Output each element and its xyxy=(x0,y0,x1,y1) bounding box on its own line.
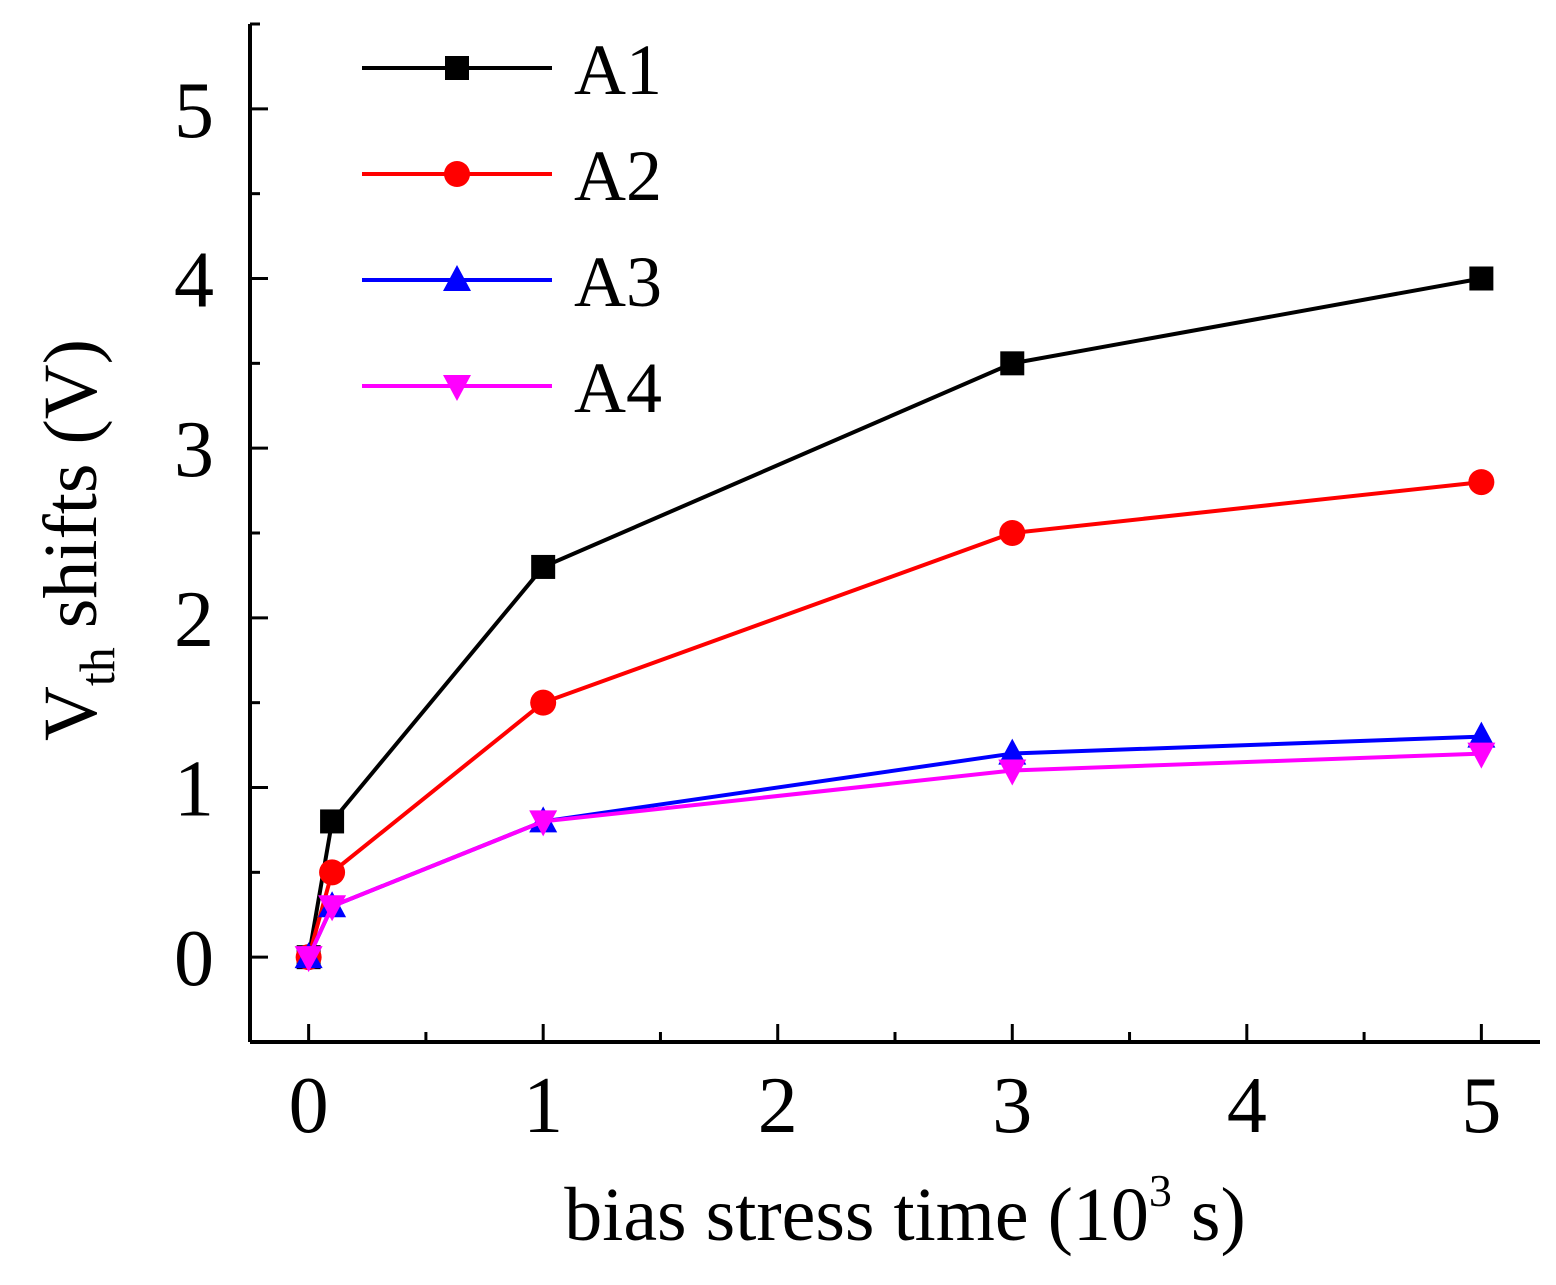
legend-marker-a4 xyxy=(443,375,471,401)
series-a1 xyxy=(296,266,1494,970)
data-point-a1 xyxy=(1469,266,1494,291)
legend-item-a1: A1 xyxy=(362,30,662,110)
legend-marker-a3 xyxy=(443,265,471,291)
x-tick-label: 5 xyxy=(1461,1062,1501,1150)
y-tick-label: 5 xyxy=(174,67,214,155)
legend-label: A2 xyxy=(574,136,662,216)
data-point-a3 xyxy=(1467,721,1496,748)
x-tick-label: 2 xyxy=(758,1062,798,1150)
y-axis-title-rest: shifts (V) xyxy=(29,339,113,647)
data-point-a4 xyxy=(529,810,558,837)
series-a4 xyxy=(294,742,1496,973)
y-axis-title: Vth shifts (V) xyxy=(29,339,125,741)
x-tick-label: 3 xyxy=(992,1062,1032,1150)
y-tick-label: 2 xyxy=(174,576,214,664)
x-axis-title: bias stress time (103 s) xyxy=(564,1165,1246,1257)
x-axis-title-main: bias stress time (10 xyxy=(564,1173,1149,1257)
data-point-a4 xyxy=(294,946,323,973)
y-tick-label: 1 xyxy=(174,746,214,834)
series-line-a4 xyxy=(306,751,1482,959)
x-axis-title-exponent: 3 xyxy=(1149,1165,1172,1216)
legend-label: A1 xyxy=(574,30,662,110)
data-point-a1 xyxy=(531,554,556,579)
y-axis-title-subscript: th xyxy=(69,647,125,686)
legend-item-a4: A4 xyxy=(362,348,662,428)
y-tick-label: 3 xyxy=(174,406,214,494)
x-tick-label: 1 xyxy=(523,1062,563,1150)
data-point-a2 xyxy=(1468,469,1495,496)
legend-label: A4 xyxy=(574,348,662,428)
legend-label: A3 xyxy=(574,242,662,322)
series-line-a2 xyxy=(306,480,1482,958)
axes: 0 1 2 3 4 5 0 1 2 3 4 5 xyxy=(174,22,1540,1150)
legend-marker-a1 xyxy=(445,56,469,80)
data-point-a1 xyxy=(1000,351,1025,376)
x-axis-title-unit: s) xyxy=(1172,1173,1246,1257)
y-tick-label: 0 xyxy=(174,915,214,1003)
data-point-a4 xyxy=(318,895,347,922)
y-tick-label: 4 xyxy=(174,237,214,325)
data-point-a1 xyxy=(320,809,345,834)
data-point-a4 xyxy=(1467,742,1496,769)
data-point-a4 xyxy=(998,759,1027,786)
series-line-a1 xyxy=(306,276,1482,958)
x-tick-label: 0 xyxy=(289,1062,329,1150)
data-point-a2 xyxy=(319,859,346,886)
series-layer xyxy=(294,266,1496,973)
x-tick-label: 4 xyxy=(1227,1062,1267,1150)
data-point-a2 xyxy=(999,520,1026,546)
series-a2 xyxy=(295,469,1495,971)
y-axis-title-main: V xyxy=(29,686,113,741)
legend-marker-a2 xyxy=(444,161,470,187)
data-point-a3 xyxy=(998,738,1027,765)
legend: A1 A2 A3 A4 xyxy=(362,30,662,428)
legend-item-a3: A3 xyxy=(362,242,662,322)
data-point-a2 xyxy=(530,689,557,716)
legend-item-a2: A2 xyxy=(362,136,662,216)
